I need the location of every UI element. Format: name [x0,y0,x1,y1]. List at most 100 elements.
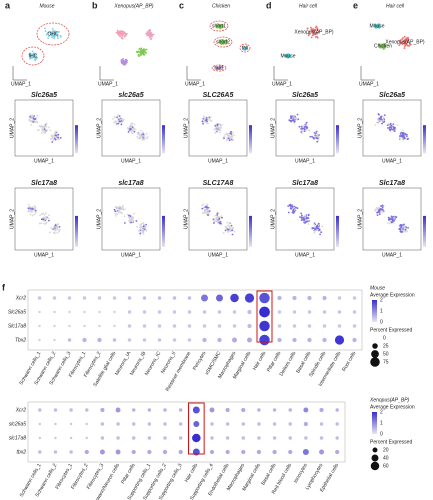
feature-title: Slc17a8 [379,180,405,187]
umap-cell [301,214,303,217]
y-axis-label: UMAP_2 [183,209,189,229]
umap-cell [314,230,316,232]
umap-cell [31,214,34,217]
umap-cell [115,214,117,217]
umap-cell [376,214,379,217]
umap-cell [149,29,152,31]
plot-frame [275,99,335,157]
umap-cell [318,136,320,139]
expression-dot [272,422,277,426]
expression-dot [53,408,58,412]
expression-dot [142,338,147,342]
column-label: Pericytes [192,350,208,371]
umap-cell [308,220,310,222]
umap-cell [52,137,54,140]
y-axis-label: UMAP_2 [9,209,15,229]
umap-cell [382,47,385,50]
expression-dot [288,422,292,426]
umap-cell [58,229,61,231]
umap-cell [389,221,392,224]
expression-dot [115,407,121,413]
expression-dot [247,337,252,343]
umap-cell [34,121,37,124]
expression-dot [100,436,105,440]
umap-cell [120,121,123,124]
feature-title: Slc17a8 [31,180,57,187]
umap-cell [216,212,219,215]
umap-cell [124,58,127,61]
umap-cell [130,130,133,133]
umap-cell [140,132,143,135]
umap-cell [400,227,402,229]
expression-dot [67,338,72,342]
umap-cell [114,120,116,123]
color-bar [162,125,165,154]
umap-cell [28,54,31,57]
umap-cell [374,124,377,126]
umap-cell [407,226,409,229]
panel-label: a [5,0,11,10]
umap-cell [116,113,119,116]
color-bar [423,215,426,247]
umap-cell [122,57,124,60]
expression-dot [147,436,152,440]
umap-cell [384,43,386,46]
color-tick: 1 [380,420,383,426]
size-tick: 75 [383,359,389,365]
umap-cell [54,138,57,141]
cluster-label: Mouse [369,23,384,29]
umap-cell [28,119,31,122]
umap-cell [401,137,404,140]
umap-cell [46,32,49,34]
expression-dot [100,422,105,426]
umap-cell [49,231,51,234]
umap-cell [291,119,293,122]
umap-cell [224,42,227,45]
panel-title: Xenopus(AP_BP) [113,3,154,9]
umap-cell [404,133,407,136]
expression-dot [162,449,168,455]
umap-cell [292,118,295,121]
umap-cell [300,212,303,215]
cluster-outline [239,43,251,53]
umap-cell [139,51,142,54]
umap-cell [402,132,405,134]
x-axis-label: UMAP_1 [208,158,228,164]
umap-cell [396,124,399,126]
umap-cell [380,118,383,121]
umap-cell [219,123,222,126]
y-axis-label: UMAP_2 [9,118,15,138]
umap-cell [120,123,123,126]
expression-dot [319,422,324,426]
umap-cell [406,230,409,233]
umap-cell [36,114,39,117]
umap-cell [303,124,306,127]
umap-cell [115,31,118,34]
umap-cell [136,133,139,135]
umap-cell [313,231,316,234]
size-key [372,343,378,349]
umap-cell [126,213,129,216]
umap-cell [141,229,144,231]
umap-cell [227,134,230,137]
umap-cell [114,212,117,215]
umap-cell [216,25,219,28]
umap-cell [316,140,319,143]
umap-cell [294,116,296,119]
gene-label: Slc26a5 [8,309,26,315]
umap-cell [226,137,228,139]
umap-cell [402,37,404,39]
umap-cell [392,123,395,126]
expression-dot [83,310,86,314]
umap-cell [300,127,303,130]
umap-cell [202,203,205,206]
umap-cell [386,124,389,127]
umap-cell [30,117,32,120]
umap-cell [233,134,236,137]
umap-cell [216,24,219,27]
size-key [370,461,380,471]
cluster-label: Xenopus(AP_BP) [385,39,425,45]
umap-cell [390,221,393,224]
umap-cell [36,121,39,124]
expression-dot [225,407,230,413]
